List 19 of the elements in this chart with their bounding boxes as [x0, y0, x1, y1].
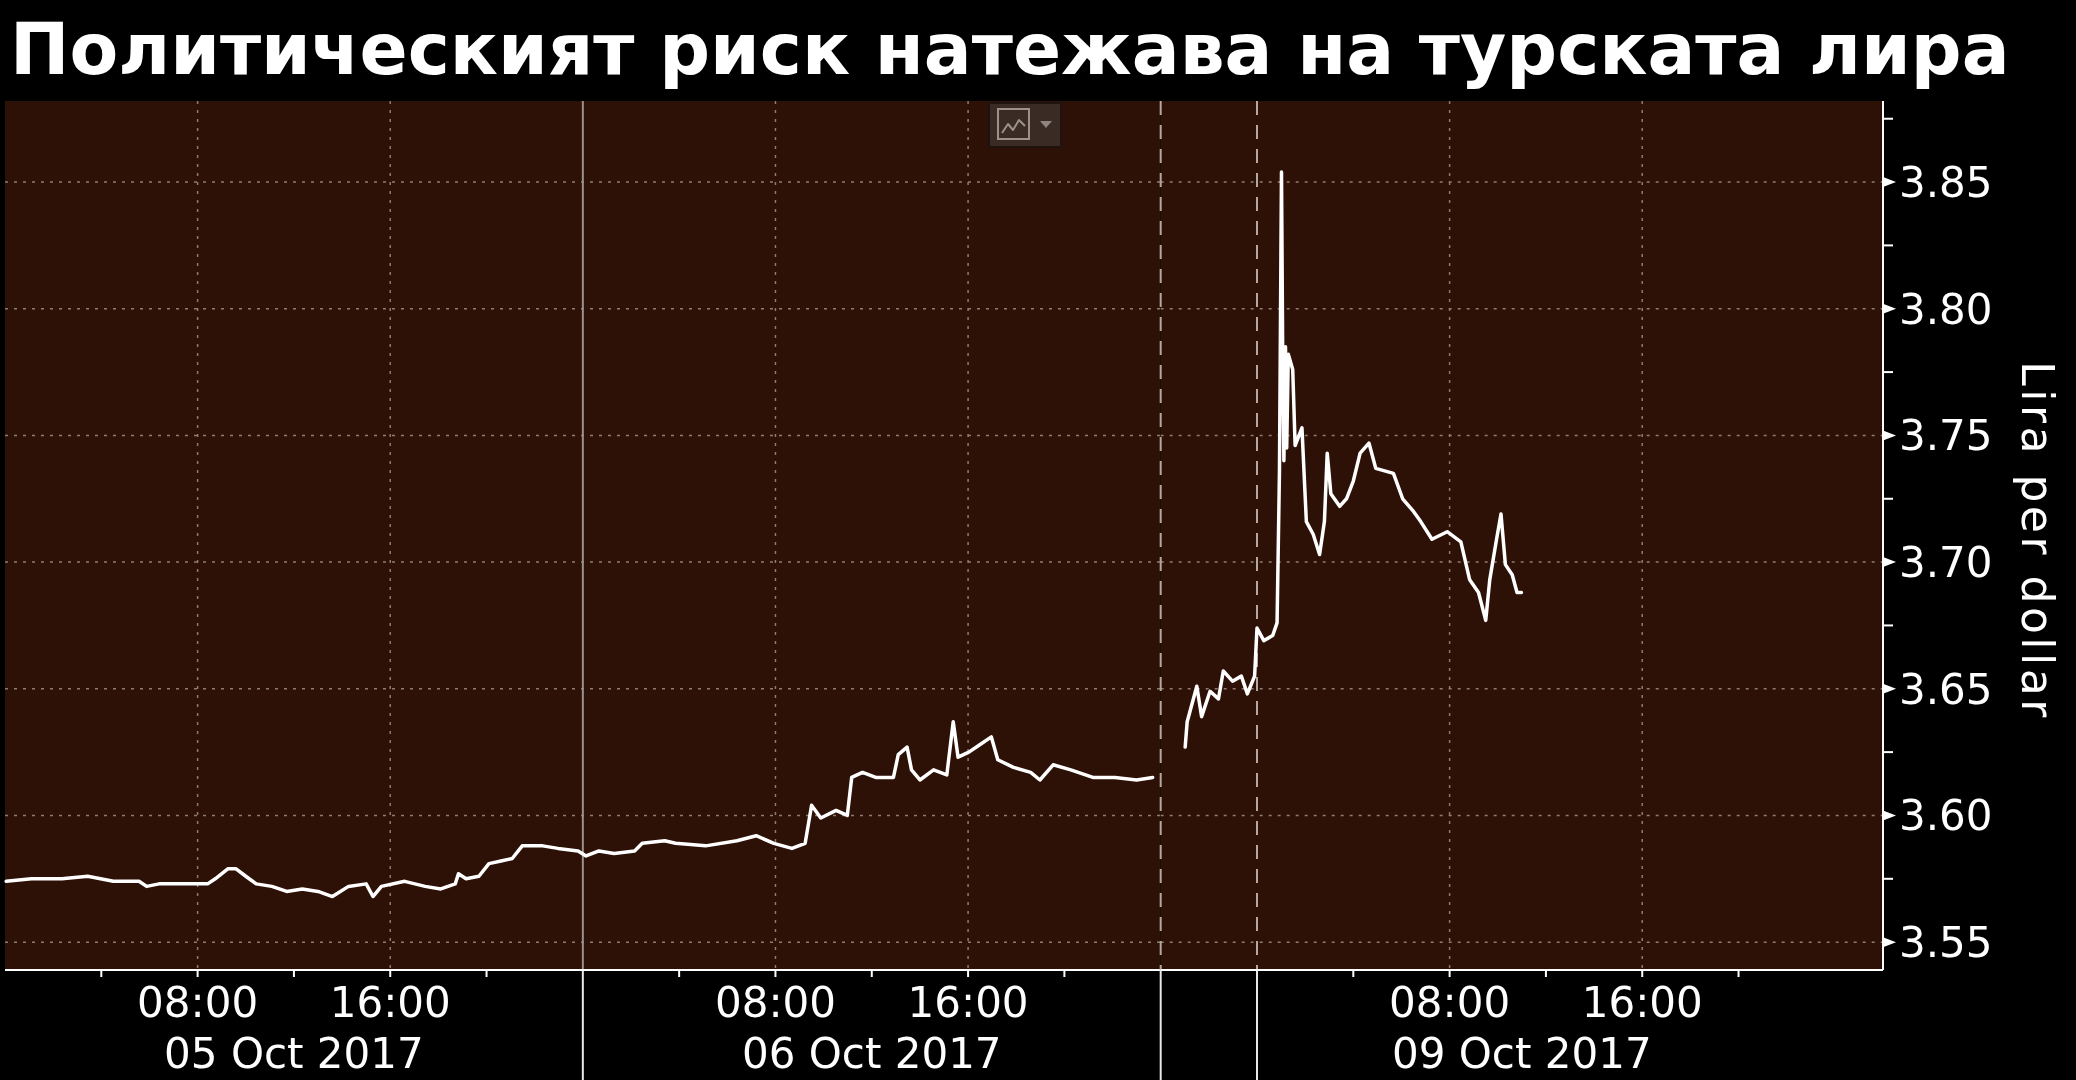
y-tick-label: 3.70: [1899, 538, 1993, 588]
y-tick-label: 3.60: [1899, 791, 1993, 841]
x-tick-label: 08:00: [1389, 978, 1511, 1027]
x2-tick-label: 06 Oct 2017: [741, 1029, 1002, 1078]
x-tick-label: 16:00: [329, 978, 451, 1027]
line-series: [1183, 170, 1524, 749]
x-tick-label: 08:00: [137, 978, 259, 1027]
y-tick-label: 3.65: [1899, 664, 1993, 714]
x-tick-label: 08:00: [714, 978, 836, 1027]
x-axis-title: 09 Oct 2017: [1392, 1029, 1652, 1078]
y-axis-title: Lira per dollar: [2012, 361, 2063, 721]
y-tick-label: 3.80: [1899, 284, 1993, 334]
y-tick-label: 3.55: [1899, 918, 1993, 968]
x-tick-label: 16:00: [907, 978, 1029, 1027]
y-tick-label: 3.85: [1899, 158, 1993, 208]
x2-tick-label: 05 Oct 2017: [164, 1029, 424, 1078]
chart-title: Политическият риск натежава на турската лира: [10, 8, 2010, 91]
x-tick-label: 16:00: [1581, 978, 1703, 1027]
y-tick-label: 3.75: [1899, 411, 1993, 461]
